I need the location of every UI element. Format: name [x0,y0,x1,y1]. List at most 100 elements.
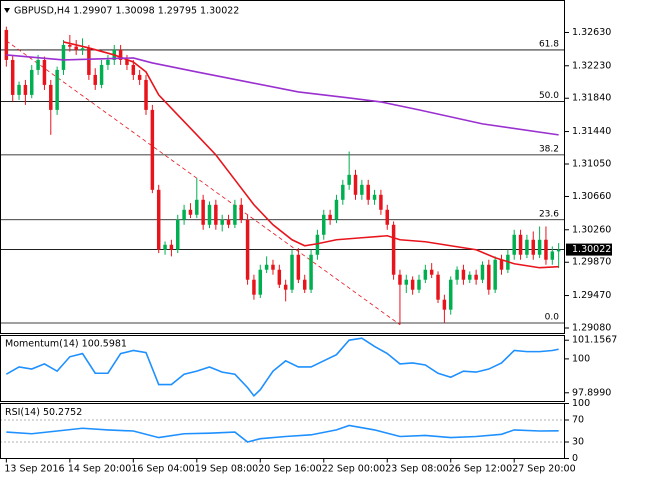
candle-body [29,69,34,95]
candle-body [226,219,231,225]
candle-body [4,29,9,60]
indicator-line [6,424,559,443]
y-tick-label: 0 [572,453,578,464]
x-tick-label: 19 Sep 08:00 [195,464,258,475]
candle-body [74,46,78,50]
fib-trendline [6,40,401,326]
candle-body [518,234,523,255]
candle-body [442,299,447,310]
candle-body [68,44,72,47]
y-tick-label: 100 [572,398,590,409]
candle-body [23,84,28,95]
candle-body [87,48,91,75]
candle-body [61,44,66,70]
y-tick-label: 1.32630 [572,27,611,38]
fib-label: 61.8 [539,39,559,49]
y-tick-label: 1.30260 [572,224,611,235]
candle-body [404,279,409,285]
candle-body [398,274,402,285]
y-tick-label: 1.31440 [572,126,611,137]
candle-body [283,284,288,290]
fib-label: 38.2 [539,144,559,154]
candle-body [36,59,40,70]
candle-body [106,59,110,65]
candle-body [220,219,224,225]
candle-body [207,204,212,225]
x-tick-label: 20 Sep 16:00 [258,464,321,475]
x-tick-label: 13 Sep 2016 [4,464,64,475]
candle-body [290,254,294,290]
candle-body [417,279,421,290]
y-tick-label: 1.29470 [572,290,611,301]
candle-body [379,194,383,210]
candle-body [144,79,148,110]
candle-body [55,69,59,110]
y-tick-label: 101.1567 [572,335,617,346]
moving-average [63,41,559,269]
candle-body [80,48,85,50]
candle-body [309,254,313,290]
candle-body [17,84,21,95]
y-tick-label: 1.32230 [572,60,611,71]
candle-body [315,234,320,255]
candle-body [169,244,174,250]
candle-body [334,199,339,220]
x-tick-label: 22 Sep 00:00 [322,464,385,475]
candle-body [436,274,440,300]
x-tick-label: 14 Sep 20:00 [68,464,131,475]
rsi-panel-frame [0,403,565,459]
candle-body [372,194,377,200]
candle-body [182,209,186,220]
candle-body [347,174,351,185]
panel-title: Momentum(14) 100.5981 [5,339,127,350]
candle-body [49,84,53,110]
candle-body [264,264,269,270]
moving-average [6,54,559,136]
y-tick-label: 1.31050 [572,159,611,170]
y-tick-label: 70 [572,415,584,426]
candle-body [525,239,529,255]
candle-body [448,279,453,310]
candle-body [258,269,263,295]
candle-body [480,264,485,280]
candle-body [474,274,478,280]
candle-body [188,209,193,215]
candle-body [118,49,123,60]
y-tick-label: 1.30660 [572,191,611,202]
main-panel-frame [0,0,565,334]
candle-body [423,269,428,280]
candle-body [277,269,282,285]
menu-triangle [4,8,10,13]
x-tick-label: 23 Sep 08:00 [385,464,448,475]
candle-body [429,269,434,275]
candle-body [455,269,459,280]
fib-label: 50.0 [539,91,559,101]
y-tick-label: 30 [572,437,584,448]
candle-body [252,279,256,295]
candle-body [239,204,243,220]
candle-body [176,219,180,250]
candle-body [391,224,396,275]
candle-body [163,244,167,250]
candle-body [150,109,155,190]
bid-label: 1.30022 [572,244,611,255]
fib-label: 23.6 [539,209,559,219]
candle-body [201,199,205,225]
candle-body [556,249,561,252]
candle-body [125,59,129,65]
x-tick-label: 27 Sep 20:00 [512,464,575,475]
candle-body [10,59,15,95]
candle-body [328,214,332,220]
candle-body [296,254,301,280]
candle-body [512,234,516,255]
candle-body [461,269,466,280]
bid-box [566,243,612,256]
candle-body [468,274,472,280]
candle-body [537,239,542,255]
momentum-panel-frame [0,335,565,402]
candle-body [487,264,491,290]
candle-body [93,74,97,85]
chart-title: GBPUSD,H4 1.29907 1.30098 1.29795 1.3002… [14,6,239,17]
candle-body [544,239,548,260]
